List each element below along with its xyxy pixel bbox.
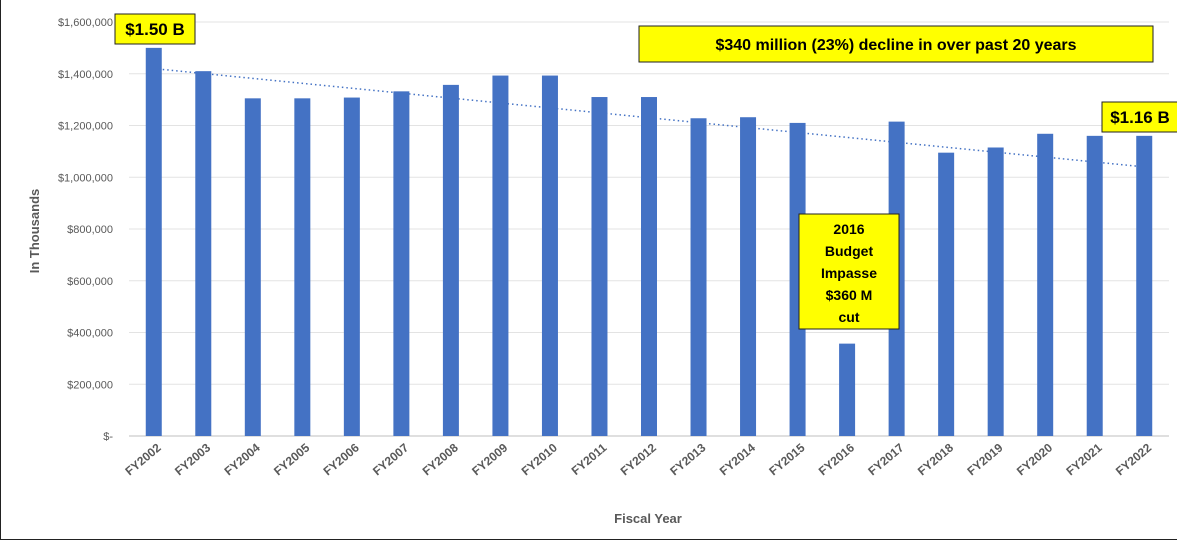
x-tick-label: FY2005 — [271, 440, 312, 478]
y-tick-label: $400,000 — [67, 328, 113, 340]
callout-box-peak — [114, 13, 196, 45]
bar-fy2016 — [839, 343, 856, 436]
bar-fy2020 — [1037, 133, 1054, 436]
x-tick-label: FY2002 — [122, 440, 163, 478]
bar-fy2009 — [492, 75, 509, 436]
bar-fy2004 — [244, 98, 261, 437]
callout-impasse-line: Impasse — [821, 265, 877, 281]
bar-fy2019 — [987, 147, 1004, 436]
bar-fy2007 — [393, 91, 410, 436]
x-tick-label: FY2007 — [370, 440, 411, 478]
bars — [145, 47, 1153, 437]
y-tick-label: $1,400,000 — [58, 69, 113, 81]
callout-impasse-line: Budget — [825, 243, 874, 259]
x-tick-label: FY2018 — [915, 440, 956, 478]
callout-impasse-line: 2016 — [833, 221, 864, 237]
y-tick-label: $800,000 — [67, 224, 113, 236]
bar-fy2022 — [1136, 135, 1153, 436]
y-axis-ticks: $- $200,000 $400,000 $600,000 $800,000 $1,000… — [58, 17, 113, 443]
callout-box-latest — [1101, 101, 1177, 133]
x-tick-label: FY2011 — [569, 440, 610, 478]
annotations: $1.50 B $1.16 B $340 million (23%) decline… — [114, 13, 1177, 330]
y-tick-label: $600,000 — [67, 276, 113, 288]
bar-fy2021 — [1086, 135, 1103, 436]
callout-impasse-line: cut — [839, 309, 860, 325]
x-tick-label: FY2013 — [667, 440, 708, 478]
x-tick-label: FY2008 — [420, 440, 461, 478]
x-tick-label: FY2021 — [1063, 440, 1104, 478]
x-tick-label: FY2010 — [519, 440, 560, 478]
x-tick-label: FY2014 — [717, 440, 758, 478]
bar-fy2008 — [442, 84, 459, 436]
callout-impasse-line: $360 M — [826, 287, 873, 303]
bar-fy2005 — [294, 98, 311, 437]
trendline — [153, 67, 1145, 168]
x-tick-label: FY2022 — [1113, 440, 1154, 478]
callout-decline-text: $340 million (23%) decline in over past … — [715, 37, 1076, 54]
y-tick-label: $1,600,000 — [58, 17, 113, 29]
x-tick-label: FY2019 — [964, 440, 1005, 478]
trendline-layer — [153, 67, 1145, 168]
y-tick-label: $- — [103, 431, 113, 443]
bar-fy2010 — [541, 75, 558, 436]
bar-fy2014 — [740, 117, 757, 436]
x-tick-label: FY2017 — [865, 440, 906, 478]
bar-fy2018 — [938, 152, 955, 436]
x-axis-title: Fiscal Year — [614, 511, 682, 526]
x-axis-ticks: FY2002 FY2003 FY2004 FY2005 FY2006 FY2007 FY20… — [122, 440, 1154, 478]
x-tick-label: FY2016 — [816, 440, 857, 478]
y-tick-label: $1,000,000 — [58, 172, 113, 184]
callout-box-decline — [638, 25, 1154, 63]
x-tick-label: FY2004 — [222, 440, 263, 478]
x-tick-label: FY2012 — [618, 440, 659, 478]
callout-peak-value: $1.50 B — [125, 20, 185, 39]
x-tick-label: FY2009 — [469, 440, 510, 478]
bar-fy2006 — [343, 97, 360, 437]
callout-latest-value: $1.16 B — [1110, 108, 1170, 127]
y-axis-title: In Thousands — [27, 189, 42, 274]
y-tick-label: $200,000 — [67, 379, 113, 391]
bar-fy2015 — [789, 122, 806, 436]
y-tick-label: $1,200,000 — [58, 121, 113, 133]
x-tick-label: FY2020 — [1014, 440, 1055, 478]
x-tick-label: FY2006 — [321, 440, 362, 478]
x-tick-label: FY2003 — [172, 440, 213, 478]
bar-fy2013 — [690, 118, 707, 436]
x-tick-label: FY2015 — [766, 440, 807, 478]
bar-fy2012 — [641, 97, 657, 436]
bar-fy2003 — [195, 71, 212, 436]
bar-fy2011 — [591, 97, 608, 436]
callout-box-impasse — [798, 213, 900, 330]
bar-fy2002 — [145, 47, 162, 436]
